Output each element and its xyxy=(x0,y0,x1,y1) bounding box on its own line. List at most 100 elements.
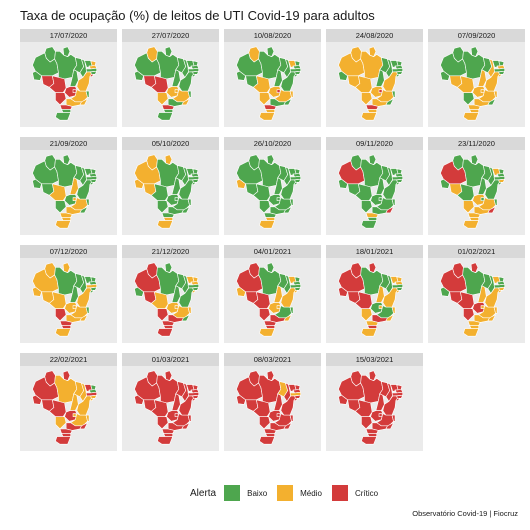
brazil-map xyxy=(326,258,423,343)
state-df xyxy=(174,197,179,201)
state-es xyxy=(289,198,294,206)
state-pb xyxy=(190,388,200,394)
state-rs xyxy=(361,328,378,337)
state-ap xyxy=(164,370,173,382)
panel-date-label: 07/12/2020 xyxy=(20,245,117,258)
state-ms xyxy=(259,92,271,106)
state-ms xyxy=(55,308,67,322)
state-ap xyxy=(368,370,377,382)
state-df xyxy=(72,89,77,93)
state-pb xyxy=(394,388,404,394)
state-sc xyxy=(61,217,72,221)
state-pe xyxy=(493,67,506,73)
state-rs xyxy=(361,220,378,229)
state-rs xyxy=(463,328,480,337)
panel-date-label: 21/09/2020 xyxy=(20,137,117,150)
state-sc xyxy=(367,433,378,437)
state-ba xyxy=(484,287,500,308)
state-pr xyxy=(59,428,73,434)
state-df xyxy=(72,305,77,309)
state-pb xyxy=(292,388,302,394)
state-df xyxy=(276,197,281,201)
state-ac xyxy=(236,70,246,81)
state-rs xyxy=(157,220,174,229)
state-pe xyxy=(187,175,200,181)
state-rs xyxy=(361,436,378,445)
state-pb xyxy=(88,172,98,178)
panel-date-label: 04/01/2021 xyxy=(224,245,321,258)
state-ba xyxy=(178,71,194,92)
panel-date-label: 26/10/2020 xyxy=(224,137,321,150)
state-ap xyxy=(62,154,71,166)
state-ms xyxy=(55,200,67,214)
state-ms xyxy=(157,416,169,430)
state-pe xyxy=(391,283,404,289)
state-df xyxy=(276,305,281,309)
state-pr xyxy=(59,104,73,110)
brazil-map xyxy=(122,150,219,235)
state-es xyxy=(391,414,396,422)
state-es xyxy=(289,306,294,314)
state-es xyxy=(85,90,90,98)
state-pr xyxy=(365,320,379,326)
legend-label-critico: Crítico xyxy=(354,488,379,498)
state-pb xyxy=(190,172,200,178)
map-panel: 21/12/2020 xyxy=(122,245,219,343)
state-ba xyxy=(382,71,398,92)
state-ba xyxy=(178,287,194,308)
state-rs xyxy=(157,328,174,337)
state-ba xyxy=(76,395,92,416)
state-es xyxy=(493,306,498,314)
state-rs xyxy=(463,220,480,229)
panel-date-label: 23/11/2020 xyxy=(428,137,525,150)
panel-date-label: 24/08/2020 xyxy=(326,29,423,42)
state-sc xyxy=(367,217,378,221)
state-pe xyxy=(85,67,98,73)
panel-date-label: 10/08/2020 xyxy=(224,29,321,42)
brazil-map xyxy=(224,42,321,127)
state-pe xyxy=(85,175,98,181)
state-ap xyxy=(470,46,479,58)
state-pr xyxy=(59,212,73,218)
state-ac xyxy=(440,178,450,189)
state-ac xyxy=(134,70,144,81)
state-pb xyxy=(190,280,200,286)
state-ac xyxy=(338,178,348,189)
state-sc xyxy=(163,217,174,221)
state-pe xyxy=(289,391,302,397)
state-pr xyxy=(263,212,277,218)
state-ba xyxy=(382,179,398,200)
state-df xyxy=(378,197,383,201)
state-pe xyxy=(391,391,404,397)
state-es xyxy=(391,90,396,98)
state-ms xyxy=(157,92,169,106)
state-ms xyxy=(157,308,169,322)
state-df xyxy=(378,413,383,417)
state-pe xyxy=(85,391,98,397)
state-ac xyxy=(32,70,42,81)
state-es xyxy=(289,414,294,422)
state-ap xyxy=(164,262,173,274)
state-ap xyxy=(164,46,173,58)
source-credit: Observatório Covid-19 | Fiocruz xyxy=(412,509,518,518)
state-es xyxy=(187,198,192,206)
state-df xyxy=(276,413,281,417)
state-pe xyxy=(289,283,302,289)
panel-date-label: 01/02/2021 xyxy=(428,245,525,258)
panel-date-label: 18/01/2021 xyxy=(326,245,423,258)
state-ba xyxy=(484,179,500,200)
legend-item-critico: Crítico xyxy=(331,485,379,501)
brazil-map xyxy=(428,150,525,235)
state-es xyxy=(187,414,192,422)
state-ms xyxy=(361,416,373,430)
state-ap xyxy=(266,262,275,274)
state-pr xyxy=(365,428,379,434)
state-ap xyxy=(368,46,377,58)
state-es xyxy=(493,198,498,206)
map-panel: 05/10/2020 xyxy=(122,137,219,235)
panel-date-label: 15/03/2021 xyxy=(326,353,423,366)
state-ap xyxy=(470,262,479,274)
panel-date-label: 21/12/2020 xyxy=(122,245,219,258)
state-sc xyxy=(163,109,174,113)
